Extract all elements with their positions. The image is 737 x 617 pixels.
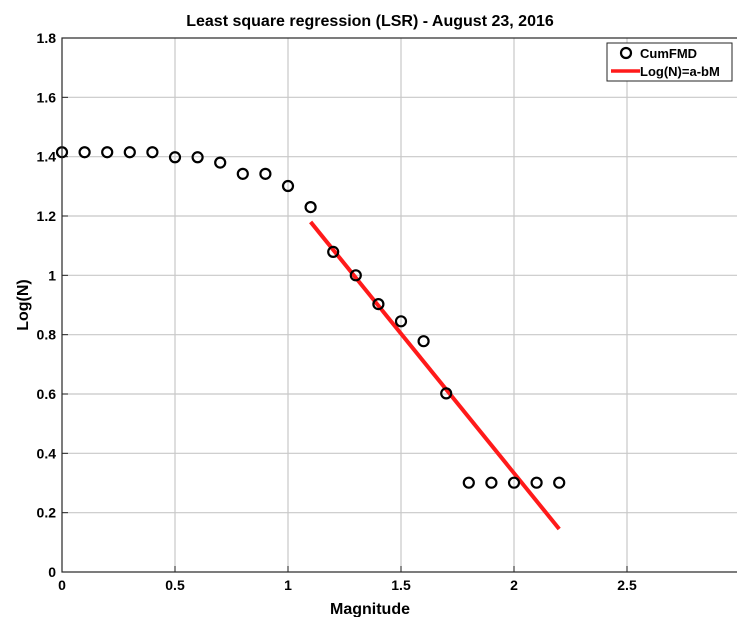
y-tick-label: 1.4 — [37, 149, 57, 165]
x-tick-label: 0 — [58, 577, 66, 593]
data-point — [191, 151, 204, 164]
data-point — [78, 146, 91, 159]
data-point — [440, 387, 453, 400]
data-point — [146, 146, 159, 159]
legend-label-fit: Log(N)=a-bM — [640, 64, 720, 79]
x-axis-label: Magnitude — [330, 601, 410, 617]
y-tick-label: 1.8 — [37, 30, 57, 46]
y-tick-label: 0 — [48, 564, 56, 580]
data-point — [101, 146, 114, 159]
data-point — [485, 476, 498, 489]
data-point — [214, 156, 227, 169]
plot-frame — [61, 37, 737, 573]
chart-title: Least square regression (LSR) - August 2… — [186, 13, 554, 30]
y-tick-label: 1 — [48, 267, 56, 283]
axis-ticks: 0 0.5 1 1.5 2 2.5 0 0.2 0.4 0.6 0.8 1 1.2 1.4 1.6 1.8 — [37, 30, 637, 593]
y-axis-label: Log(N) — [15, 279, 32, 331]
data-point — [304, 201, 317, 214]
data-point — [168, 151, 182, 164]
legend-label-cumfmd: CumFMD — [640, 46, 697, 61]
y-tick-label: 1.2 — [37, 208, 57, 224]
data-point — [349, 269, 362, 282]
x-tick-label: 1.5 — [391, 577, 411, 593]
y-tick-label: 1.6 — [37, 89, 57, 105]
data-point — [553, 476, 566, 489]
y-tick-label: 0.4 — [37, 445, 57, 461]
grid-lines — [62, 38, 737, 572]
data-point — [281, 179, 295, 193]
y-tick-label: 0.6 — [37, 386, 57, 402]
data-point — [123, 146, 136, 159]
x-tick-label: 0.5 — [165, 577, 185, 593]
x-tick-label: 2.5 — [617, 577, 637, 593]
series-layer — [55, 146, 566, 531]
data-point — [417, 335, 430, 348]
data-point — [462, 476, 475, 489]
data-point — [236, 167, 249, 180]
data-point — [372, 298, 385, 311]
x-tick-label: 2 — [510, 577, 518, 593]
data-point — [507, 476, 521, 489]
y-tick-label: 0.8 — [37, 327, 57, 343]
y-tick-label: 0.2 — [37, 505, 57, 521]
x-tick-label: 1 — [284, 577, 292, 593]
legend-marker-cumfmd — [619, 46, 633, 60]
data-point — [530, 476, 543, 489]
data-point — [394, 315, 408, 328]
legend: CumFMD Log(N)=a-bM — [606, 42, 733, 82]
plot-background — [62, 38, 737, 572]
data-point — [259, 167, 272, 180]
data-point — [327, 245, 340, 258]
